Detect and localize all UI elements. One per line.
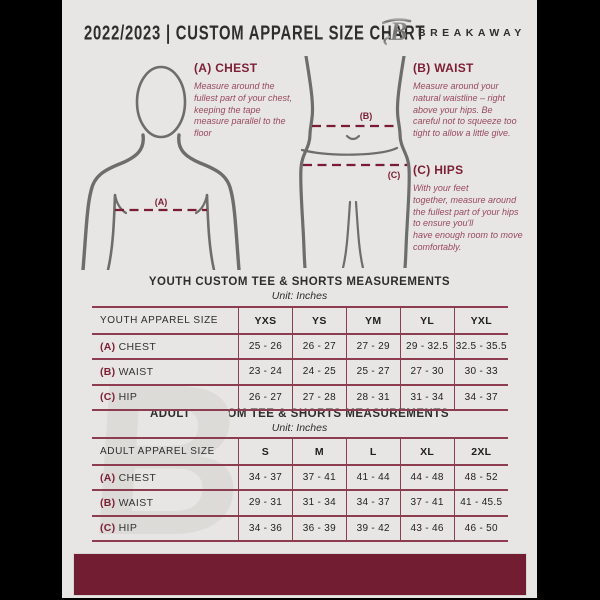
row-label: (A) CHEST <box>92 332 239 360</box>
row-prefix: (B) <box>100 496 116 509</box>
page-title: 2022/2023 | CUSTOM APPAREL SIZE CHART <box>84 22 426 45</box>
row-prefix: (C) <box>100 522 116 535</box>
hips-heading: (C) HIPS <box>413 163 464 177</box>
row-label: (B) WAIST <box>92 358 239 385</box>
value-cell: 44 - 48 <box>399 463 455 491</box>
youth-size-yl: YL <box>399 306 455 334</box>
upper-body-diagram: (A) <box>81 65 241 270</box>
brand-name: BREAKAWAY <box>418 27 526 39</box>
breakaway-logo-icon: B <box>382 17 412 46</box>
youth-header-row: YOUTH APPAREL SIZE YXS YS YM YL YXL <box>92 306 508 334</box>
value-cell: 34 - 37 <box>453 383 508 411</box>
youth-size-yxs: YXS <box>238 306 293 334</box>
value-cell: 27 - 30 <box>399 358 455 385</box>
adult-size-l: L <box>345 437 401 465</box>
value-cell: 37 - 41 <box>291 463 347 491</box>
row-name: CHEST <box>118 340 157 353</box>
value-cell: 34 - 36 <box>238 514 293 542</box>
row-label: (B) WAIST <box>92 489 239 516</box>
chest-description: Measure around the fullest part of your … <box>194 81 293 139</box>
value-cell: 25 - 27 <box>345 358 401 385</box>
chest-instructions: (A) CHEST Measure around the fullest par… <box>194 61 298 140</box>
svg-text:B: B <box>389 17 407 46</box>
value-cell: 39 - 42 <box>345 514 401 542</box>
waist-instructions: (B) WAIST Measure around your natural wa… <box>413 61 521 140</box>
value-cell: 46 - 50 <box>453 514 508 542</box>
table-row-youth-waist: (B) WAIST 23 - 24 24 - 25 25 - 27 27 - 3… <box>92 358 508 385</box>
youth-size-label-header: YOUTH APPAREL SIZE <box>92 306 239 334</box>
value-cell: 43 - 46 <box>399 514 455 542</box>
waist-line-label: (B) <box>360 111 373 121</box>
adult-size-2xl: 2XL <box>453 437 508 465</box>
row-prefix: (A) <box>100 340 116 353</box>
value-cell: 32.5 - 35.5 <box>453 332 508 360</box>
hips-instructions: (C) HIPS With your feet together, measur… <box>413 163 525 254</box>
waist-heading: (B) WAIST <box>413 61 474 75</box>
table-row-adult-chest: (A) CHEST 34 - 37 37 - 41 41 - 44 44 - 4… <box>92 463 508 491</box>
value-cell: 30 - 33 <box>453 358 508 385</box>
value-cell: 24 - 25 <box>291 358 347 385</box>
youth-table-unit: Unit: Inches <box>271 290 328 302</box>
value-cell: 27 - 28 <box>291 383 347 411</box>
youth-size-yxl: YXL <box>453 306 508 334</box>
adult-size-label-header: ADULT APPAREL SIZE <box>92 437 239 465</box>
youth-size-table: YOUTH APPAREL SIZE YXS YS YM YL YXL (A) … <box>92 306 508 411</box>
row-name: HIP <box>118 522 138 535</box>
adult-size-s: S <box>238 437 293 465</box>
row-name: WAIST <box>118 496 154 509</box>
table-row-adult-waist: (B) WAIST 29 - 31 31 - 34 34 - 37 37 - 4… <box>92 489 508 516</box>
adult-size-xl: XL <box>399 437 455 465</box>
value-cell: 28 - 31 <box>345 383 401 411</box>
value-cell: 48 - 52 <box>453 463 508 491</box>
value-cell: 23 - 24 <box>238 358 293 385</box>
value-cell: 29 - 31 <box>238 489 293 516</box>
lower-body-diagram: (B) (C) <box>299 56 411 268</box>
value-cell: 27 - 29 <box>345 332 401 360</box>
adult-size-table: ADULT APPAREL SIZE S M L XL 2XL (A) CHES… <box>92 437 508 542</box>
footer-accent-bar <box>73 553 527 596</box>
value-cell: 26 - 27 <box>238 383 293 411</box>
row-prefix: (A) <box>100 471 116 484</box>
row-prefix: (C) <box>100 391 116 404</box>
youth-table-title: YOUTH CUSTOM TEE & SHORTS MEASUREMENTS <box>148 276 451 288</box>
row-label: (C) HIP <box>92 514 239 542</box>
table-row-youth-hip: (C) HIP 26 - 27 27 - 28 28 - 31 31 - 34 … <box>92 383 508 411</box>
value-cell: 34 - 37 <box>345 489 401 516</box>
value-cell: 31 - 34 <box>291 489 347 516</box>
row-name: CHEST <box>118 471 157 484</box>
value-cell: 36 - 39 <box>291 514 347 542</box>
adult-table-unit: Unit: Inches <box>271 422 328 434</box>
chest-line-label: (A) <box>155 197 168 207</box>
value-cell: 37 - 41 <box>399 489 455 516</box>
table-row-youth-chest: (A) CHEST 25 - 26 26 - 27 27 - 29 29 - 3… <box>92 332 508 360</box>
youth-size-ys: YS <box>291 306 347 334</box>
waist-description: Measure around your natural waistline – … <box>413 81 517 139</box>
row-label: (A) CHEST <box>92 463 239 491</box>
row-label: (C) HIP <box>92 383 239 411</box>
value-cell: 41 - 45.5 <box>453 489 508 516</box>
row-name: HIP <box>118 391 138 404</box>
row-prefix: (B) <box>100 365 116 378</box>
adult-header-row: ADULT APPAREL SIZE S M L XL 2XL <box>92 437 508 465</box>
hips-line-label: (C) <box>388 170 401 180</box>
adult-table-title: ADULT CUSTOM TEE & SHORTS MEASUREMENTS <box>149 408 450 420</box>
value-cell: 41 - 44 <box>345 463 401 491</box>
chest-heading: (A) CHEST <box>194 61 258 75</box>
value-cell: 31 - 34 <box>399 383 455 411</box>
hips-description: With your feet together, measure around … <box>413 183 523 252</box>
value-cell: 29 - 32.5 <box>399 332 455 360</box>
document-page: 2022/2023 | CUSTOM APPAREL SIZE CHART B … <box>62 0 537 598</box>
row-name: WAIST <box>118 365 154 378</box>
value-cell: 26 - 27 <box>291 332 347 360</box>
table-row-adult-hip: (C) HIP 34 - 36 36 - 39 39 - 42 43 - 46 … <box>92 514 508 542</box>
youth-size-ym: YM <box>345 306 401 334</box>
value-cell: 34 - 37 <box>238 463 293 491</box>
value-cell: 25 - 26 <box>238 332 293 360</box>
adult-size-m: M <box>291 437 347 465</box>
